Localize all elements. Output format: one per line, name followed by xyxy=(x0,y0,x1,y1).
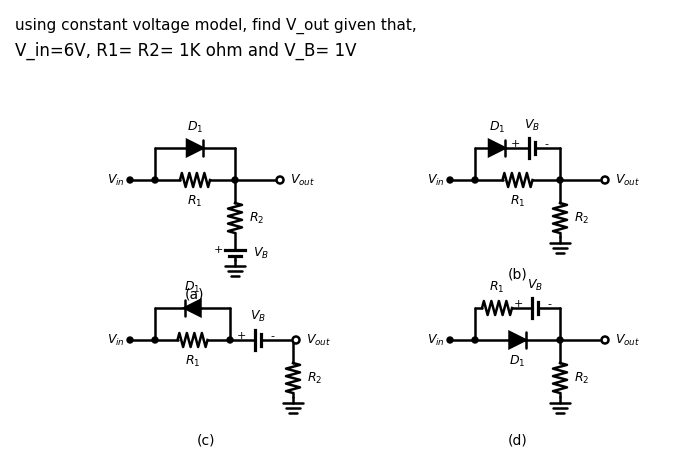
Text: -: - xyxy=(547,299,551,309)
Circle shape xyxy=(447,337,453,343)
Text: $D_1$: $D_1$ xyxy=(187,120,203,135)
Polygon shape xyxy=(510,332,526,348)
Text: $R_1$: $R_1$ xyxy=(489,280,505,295)
Circle shape xyxy=(557,177,563,183)
Text: using constant voltage model, find V_out given that,: using constant voltage model, find V_out… xyxy=(15,18,416,34)
Text: V_in=6V, R1= R2= 1K ohm and V_B= 1V: V_in=6V, R1= R2= 1K ohm and V_B= 1V xyxy=(15,42,356,60)
Text: $V_{out}$: $V_{out}$ xyxy=(615,173,640,188)
Text: +: + xyxy=(510,139,520,149)
Text: +: + xyxy=(514,299,523,309)
Text: $V_B$: $V_B$ xyxy=(253,246,269,260)
Text: $V_{out}$: $V_{out}$ xyxy=(306,333,331,347)
Text: (a): (a) xyxy=(186,288,204,302)
Text: $V_B$: $V_B$ xyxy=(524,118,540,133)
Polygon shape xyxy=(489,140,505,156)
Text: $V_B$: $V_B$ xyxy=(527,278,543,293)
Text: $R_1$: $R_1$ xyxy=(510,194,525,209)
Circle shape xyxy=(227,337,233,343)
Text: $R_2$: $R_2$ xyxy=(307,371,322,386)
Text: $V_{out}$: $V_{out}$ xyxy=(290,173,315,188)
Text: (d): (d) xyxy=(508,433,527,447)
Circle shape xyxy=(232,177,238,183)
Polygon shape xyxy=(185,300,200,316)
Circle shape xyxy=(276,177,284,183)
Text: +: + xyxy=(214,245,223,255)
Circle shape xyxy=(601,337,608,343)
Text: $R_2$: $R_2$ xyxy=(574,371,589,386)
Text: $R_1$: $R_1$ xyxy=(185,354,200,369)
Text: $R_2$: $R_2$ xyxy=(249,211,265,226)
Text: $V_{out}$: $V_{out}$ xyxy=(615,333,640,347)
Text: $V_{in}$: $V_{in}$ xyxy=(427,173,445,188)
Text: $V_{in}$: $V_{in}$ xyxy=(427,333,445,347)
Text: $V_B$: $V_B$ xyxy=(250,309,266,324)
Text: $R_1$: $R_1$ xyxy=(188,194,203,209)
Circle shape xyxy=(447,177,453,183)
Text: $R_2$: $R_2$ xyxy=(574,211,589,226)
Text: $D_1$: $D_1$ xyxy=(510,354,526,369)
Polygon shape xyxy=(187,140,203,156)
Circle shape xyxy=(127,337,133,343)
Circle shape xyxy=(472,337,478,343)
Circle shape xyxy=(152,337,158,343)
Circle shape xyxy=(293,337,300,343)
Circle shape xyxy=(152,177,158,183)
Text: $D_1$: $D_1$ xyxy=(184,280,201,295)
Text: (c): (c) xyxy=(197,433,216,447)
Text: (b): (b) xyxy=(508,268,527,282)
Text: $V_{in}$: $V_{in}$ xyxy=(107,173,125,188)
Text: $V_{in}$: $V_{in}$ xyxy=(107,333,125,347)
Text: -: - xyxy=(544,139,548,149)
Circle shape xyxy=(601,177,608,183)
Circle shape xyxy=(472,177,478,183)
Text: +: + xyxy=(237,331,246,341)
Text: $D_1$: $D_1$ xyxy=(489,120,505,135)
Circle shape xyxy=(127,177,133,183)
Circle shape xyxy=(557,337,563,343)
Text: -: - xyxy=(270,331,274,341)
